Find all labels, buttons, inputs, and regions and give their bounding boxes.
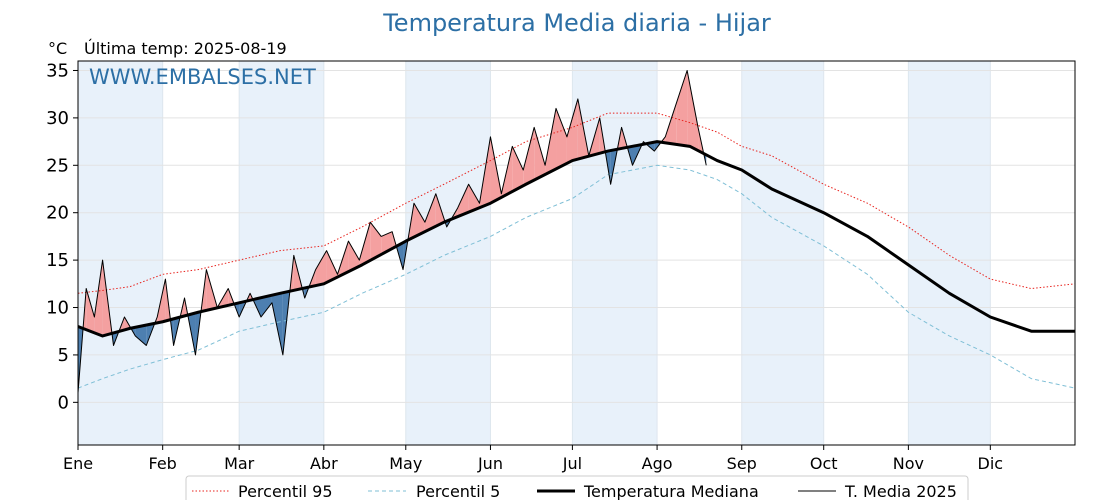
y-tick-label: 10 [46,298,69,319]
p5-line [77,164,1076,389]
legend-label-p5: Percentil 5 [416,482,500,500]
grid-lines [77,61,1075,445]
y-tick-label: 0 [58,392,69,413]
anomaly-area [566,98,578,164]
month-bands [78,61,991,445]
y-tick-label: 5 [58,345,69,366]
x-tick-label: Abr [310,454,338,473]
anomaly-area [326,250,338,283]
anomaly-area [315,250,327,286]
anomaly-area [676,70,688,146]
month-band [405,61,491,445]
x-tick-label: May [389,454,422,473]
month-band [239,61,324,445]
anomaly-area [370,222,382,261]
anomaly-area [94,260,103,336]
anomaly-area [523,127,535,186]
x-tick-label: Nov [893,454,924,473]
month-band [908,61,991,445]
anomaly-area [348,241,360,272]
month-band [741,61,824,445]
month-band [78,61,163,445]
anomaly-area [687,70,699,151]
legend-label-current: T. Media 2025 [844,482,957,500]
last-reading-label: Última temp: 2025-08-19 [84,39,287,58]
plot-frame [77,60,1076,446]
x-tick-label: Jun [477,454,503,473]
anomaly-area [534,127,546,181]
anomaly-area [271,292,283,355]
anomaly-area [457,184,469,217]
y-tick-label: 20 [46,203,69,224]
anomaly-area [468,184,480,213]
anomaly-area [424,193,436,232]
y-tick-label: 30 [46,108,69,129]
series-lines [77,69,1076,393]
x-tick-label: Jul [562,454,582,473]
anomaly-area [261,295,272,317]
anomaly-area [556,108,567,169]
y-tick-label: 25 [46,155,69,176]
median-line [77,140,1075,338]
legend-label-p95: Percentil 95 [238,482,333,500]
x-tick-label: Ago [642,454,673,473]
x-axis-ticks: Ene Feb Mar Abr May Jun Jul Ago Sep Oct Nov Dic [63,445,1003,473]
anomaly-area [512,146,524,192]
y-tick-label: 15 [46,250,69,271]
x-tick-label: Oct [810,454,838,473]
legend: Percentil 95 Percentil 5 Temperatura Med… [185,475,969,500]
y-axis-ticks: 0 5 10 15 20 25 30 35 [46,60,78,413]
current-year-line [77,69,707,393]
x-tick-label: Feb [149,454,177,473]
legend-frame [185,475,969,500]
anomaly-area [86,288,95,333]
anomaly-area [665,103,677,145]
watermark: WWW.EMBALSES.NET [89,65,316,89]
x-tick-label: Ene [63,454,93,473]
anomaly-area [135,325,147,346]
x-tick-label: Sep [727,454,757,473]
chart-title: Temperatura Media diaria - Hijar [382,9,771,37]
month-band [572,61,658,445]
anomaly-area [413,203,425,238]
legend-label-median: Temperatura Mediana [583,482,759,500]
unit-label: °C [48,39,67,58]
p95-line [77,112,1076,294]
x-tick-label: Dic [978,454,1004,473]
x-tick-label: Mar [224,454,255,473]
y-tick-label: 35 [46,60,69,81]
